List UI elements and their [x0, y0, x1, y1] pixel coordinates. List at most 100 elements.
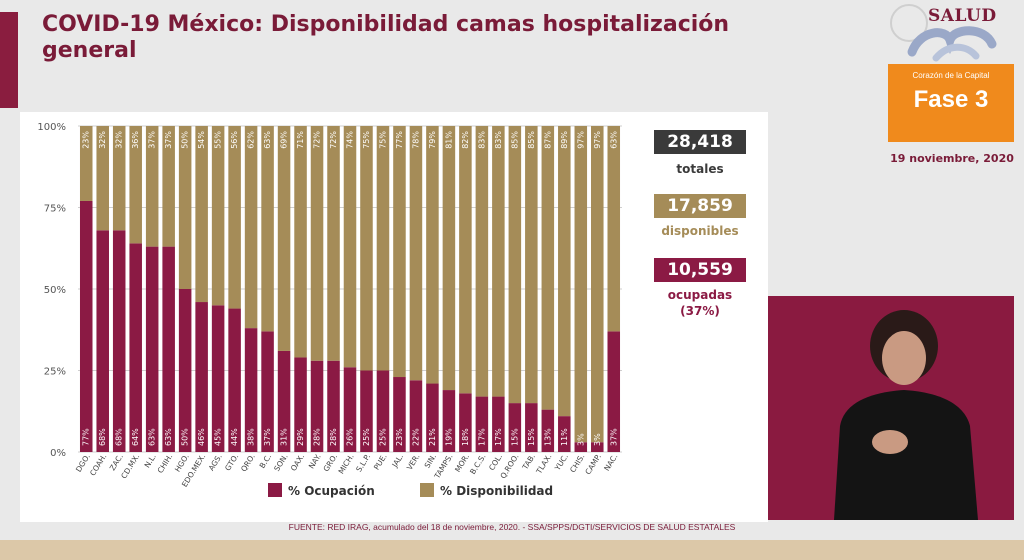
data-label-ocupacion: 18% [461, 428, 470, 446]
data-label-ocupacion: 15% [527, 428, 536, 446]
data-label-ocupacion: 46% [197, 428, 206, 446]
bar-ocupacion [96, 230, 109, 452]
bar-ocupacion [541, 409, 555, 452]
data-label-disponibilidad: 55% [214, 131, 223, 149]
ocupadas-label: ocupadas [667, 288, 733, 302]
bar-ocupacion [178, 289, 192, 452]
data-label-ocupacion: 31% [280, 428, 289, 446]
bar-disponibilidad [195, 126, 208, 303]
data-label-ocupacion: 3% [576, 433, 585, 446]
x-tick-label: CAMP. [583, 452, 603, 476]
title-accent-bar [0, 12, 18, 108]
data-label-ocupacion: 17% [477, 428, 486, 446]
bar-ocupacion [475, 396, 489, 452]
x-tick-label: B.C.S. [468, 452, 487, 476]
salud-logo: SALUD [888, 2, 1020, 62]
interpreter-image [768, 296, 1014, 520]
logo-text: SALUD [928, 6, 997, 26]
bar-disponibilidad [492, 126, 505, 397]
x-tick-label: JAL. [390, 452, 405, 469]
data-label-ocupacion: 28% [313, 428, 322, 446]
data-label-disponibilidad: 54% [197, 131, 206, 149]
ocupadas-percent: (37%) [680, 304, 720, 318]
x-tick-label: VER. [405, 452, 422, 471]
data-label-ocupacion: 11% [560, 428, 569, 446]
data-label-disponibilidad: 97% [576, 131, 585, 149]
source-note: FUENTE: RED IRAG, acumulado del 18 de no… [288, 522, 736, 532]
bar-ocupacion [492, 396, 505, 452]
data-label-ocupacion: 38% [247, 428, 256, 446]
bar-ocupacion [508, 403, 522, 452]
bar-ocupacion [607, 331, 621, 452]
data-label-disponibilidad: 74% [346, 131, 355, 149]
legend-swatch-ocupacion [268, 483, 282, 497]
bar-disponibilidad [178, 126, 192, 289]
y-tick-label: 0% [50, 448, 66, 459]
data-label-disponibilidad: 63% [263, 131, 272, 149]
ocupadas-value: 10,559 [654, 258, 746, 282]
page-title: COVID-19 México: Disponibilidad camas ho… [42, 12, 730, 63]
bar-ocupacion [327, 360, 340, 452]
bar-disponibilidad [426, 126, 439, 384]
legend-label-ocupacion: % Ocupación [288, 484, 375, 498]
y-tick-label: 100% [37, 122, 66, 133]
data-label-disponibilidad: 79% [428, 131, 437, 149]
totales-label: totales [676, 162, 724, 176]
fase-badge: Corazón de la Capital Fase 3 [888, 64, 1014, 142]
bar-disponibilidad [112, 126, 126, 231]
data-label-disponibilidad: 75% [378, 131, 387, 149]
data-label-disponibilidad: 85% [527, 131, 536, 149]
bar-disponibilidad [228, 126, 241, 309]
data-label-disponibilidad: 81% [444, 131, 453, 149]
data-label-ocupacion: 37% [609, 428, 618, 446]
bar-ocupacion [459, 393, 472, 452]
legend-label-disponibilidad: % Disponibilidad [440, 484, 553, 498]
data-label-disponibilidad: 50% [181, 131, 190, 149]
bar-disponibilidad [261, 126, 274, 332]
bar-ocupacion [261, 331, 274, 452]
x-tick-label: AGS. [207, 452, 224, 472]
bar-disponibilidad [541, 126, 555, 410]
data-label-ocupacion: 68% [98, 428, 107, 446]
bar-disponibilidad [508, 126, 522, 404]
bar-ocupacion [112, 230, 126, 452]
data-label-ocupacion: 37% [263, 428, 272, 446]
bar-disponibilidad [327, 126, 340, 361]
bar-disponibilidad [129, 126, 142, 244]
x-tick-label: SIN. [423, 452, 439, 469]
bar-ocupacion [244, 328, 258, 452]
broadcast-logo-icon [907, 26, 997, 62]
x-tick-label: CHIH. [156, 452, 175, 475]
bar-disponibilidad [574, 126, 588, 443]
bar-disponibilidad [376, 126, 390, 371]
data-label-ocupacion: 25% [378, 428, 387, 446]
data-label-ocupacion: 22% [411, 428, 420, 446]
bar-ocupacion [310, 360, 324, 452]
data-label-disponibilidad: 71% [296, 131, 305, 149]
data-label-ocupacion: 23% [395, 428, 404, 446]
bottom-band [0, 540, 1024, 560]
bar-ocupacion [409, 380, 423, 452]
data-label-disponibilidad: 56% [230, 131, 239, 149]
bar-ocupacion [162, 246, 175, 452]
x-tick-label: PUE. [372, 452, 389, 471]
data-label-disponibilidad: 63% [609, 131, 618, 149]
data-label-ocupacion: 50% [181, 428, 190, 446]
report-date: 19 noviembre, 2020 [890, 152, 1014, 165]
bar-ocupacion [360, 370, 373, 452]
data-label-ocupacion: 44% [230, 428, 239, 446]
data-label-disponibilidad: 83% [494, 131, 503, 149]
bar-ocupacion [195, 302, 208, 452]
data-label-ocupacion: 13% [543, 428, 552, 446]
data-label-disponibilidad: 32% [98, 131, 107, 149]
data-label-ocupacion: 77% [82, 428, 91, 446]
disponibles-label: disponibles [661, 224, 739, 238]
disponibles-value: 17,859 [654, 194, 746, 218]
bar-ocupacion [79, 200, 93, 452]
bar-disponibilidad [211, 126, 225, 306]
data-label-disponibilidad: 82% [461, 131, 470, 149]
x-tick-label: B.C. [258, 452, 274, 470]
legend-swatch-disponibilidad [420, 483, 434, 497]
bar-ocupacion [591, 442, 604, 452]
data-label-disponibilidad: 32% [115, 131, 124, 149]
